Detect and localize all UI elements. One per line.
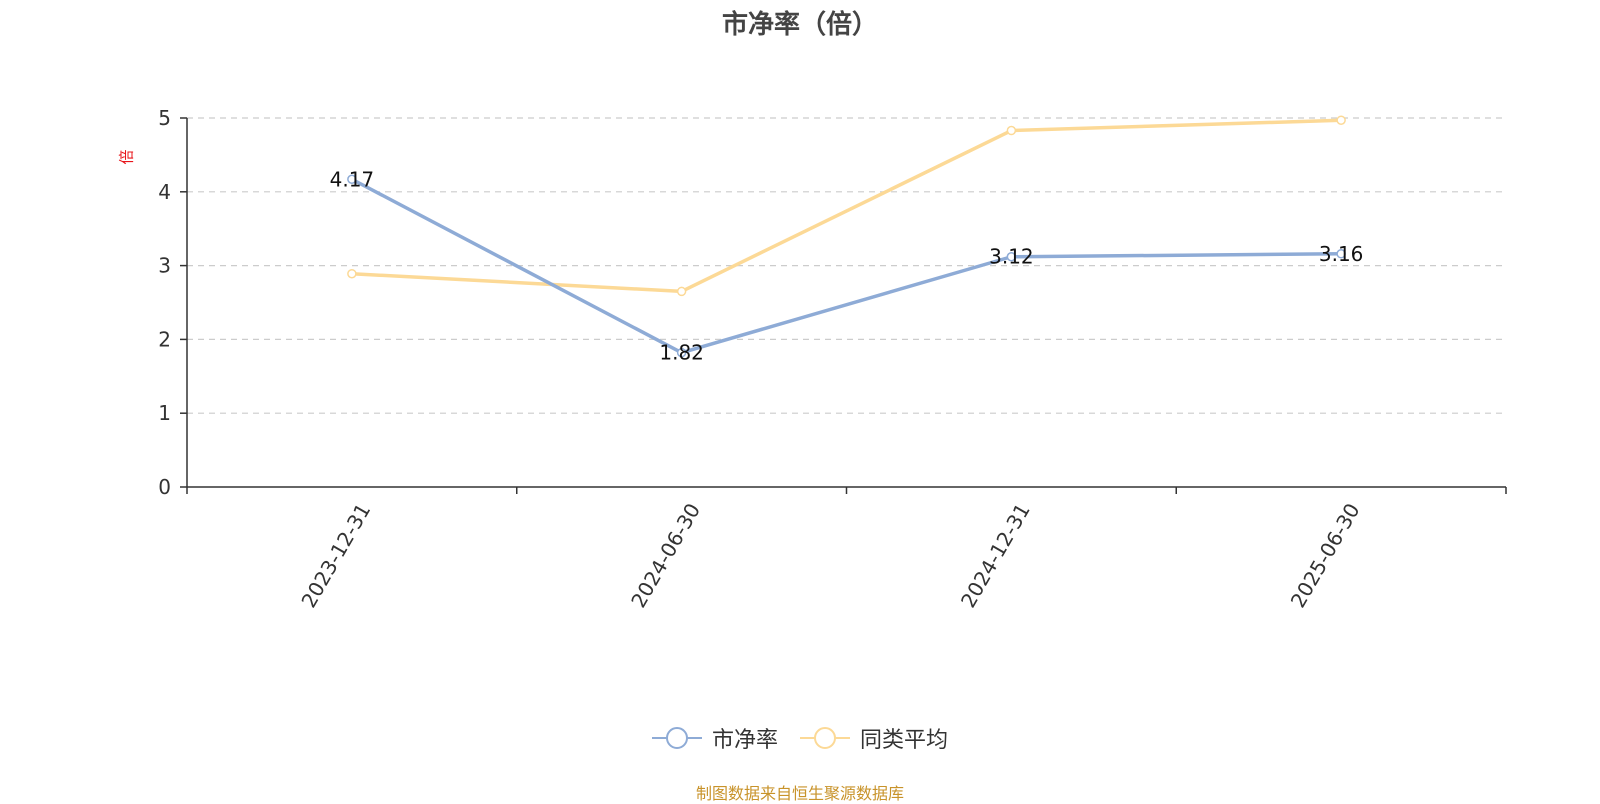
y-tick-label: 5 — [158, 106, 171, 130]
data-point-1[interactable] — [1336, 115, 1346, 125]
legend: 市净率 同类平均 — [0, 722, 1600, 754]
data-label: 3.12 — [989, 245, 1034, 269]
x-tick-label: 2024-12-31 — [956, 499, 1035, 612]
series-layer — [347, 115, 1346, 358]
data-point-0[interactable] — [347, 174, 357, 185]
x-tick-label: 2024-06-30 — [626, 499, 705, 612]
y-tick-label: 0 — [158, 475, 171, 499]
legend-item-pb[interactable]: 市净率 — [651, 722, 778, 754]
chart-title: 市净率（倍） — [721, 10, 878, 40]
data-label: 1.82 — [659, 341, 704, 365]
data-point-0[interactable] — [676, 347, 687, 358]
x-tick-label: 2023-12-31 — [296, 499, 375, 612]
line-chart: 0 1 2 3 4 5 2023-12-31 2024-06-30 2024-12-31 2025… — [118, 106, 1507, 612]
y-tick-label: 3 — [158, 254, 171, 278]
data-point-0[interactable] — [1006, 251, 1017, 262]
data-point-1[interactable] — [1006, 125, 1017, 136]
y-axis-label: 倍 — [118, 149, 136, 164]
legend-item-peer-average[interactable]: 同类平均 — [800, 722, 948, 754]
legend-peer-average-line-icon — [800, 727, 850, 749]
grid-lines — [187, 117, 1506, 414]
data-label: 3.16 — [1319, 242, 1364, 266]
data-point-1[interactable] — [676, 286, 687, 297]
data-point-1[interactable] — [347, 268, 357, 279]
series-line-0 — [351, 177, 1342, 355]
legend-label-pb: 市净率 — [711, 728, 778, 753]
source-note: 制图数据来自恒生聚源数据库 — [695, 784, 904, 803]
y-tick-label: 1 — [158, 401, 171, 425]
axes: 0 1 2 3 4 5 2023-12-31 2024-06-30 2024-12-31 2025… — [118, 106, 1507, 612]
data-point-0[interactable] — [1336, 249, 1346, 259]
series-line-1 — [351, 118, 1342, 294]
x-tick-label: 2025-06-30 — [1286, 499, 1365, 612]
legend-label-peer-average: 同类平均 — [860, 728, 949, 753]
y-tick-label: 4 — [158, 180, 171, 204]
legend-pb-line-icon — [651, 727, 702, 749]
data-label: 4.17 — [330, 167, 375, 191]
y-tick-label: 2 — [158, 327, 171, 351]
data-labels: 4.17 1.82 3.12 3.16 — [330, 167, 1364, 364]
